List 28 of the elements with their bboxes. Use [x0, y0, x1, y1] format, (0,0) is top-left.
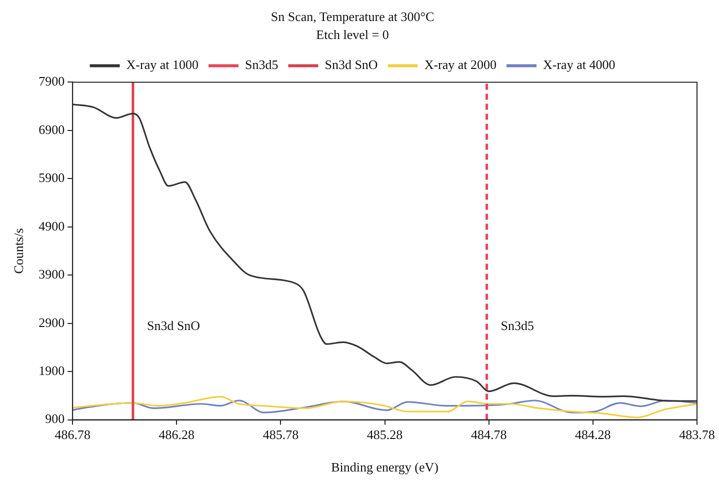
y-tick-label: 4900 — [38, 218, 65, 234]
chart-title: Sn Scan, Temperature at 300°C — [270, 9, 434, 24]
x-axis-title: Binding energy (eV) — [331, 460, 438, 475]
text: Sn3d SnO — [324, 57, 378, 72]
y-tick-label: 7900 — [38, 74, 65, 89]
y-tick-label: 5900 — [38, 170, 65, 186]
y-tick-label: 6900 — [38, 122, 65, 137]
x-tick-label: 484.78 — [470, 427, 507, 442]
ref-line-label: Sn3d5 — [500, 318, 534, 333]
y-tick-label: 900 — [45, 411, 65, 426]
ref-line-label: Sn3d SnO — [146, 318, 200, 333]
y-tick-label: 1900 — [38, 362, 65, 378]
x-tick-label: 485.78 — [262, 427, 299, 442]
legend-label: X-ray at 4000 — [543, 57, 616, 72]
y-tick-label: 3900 — [38, 266, 65, 282]
legend-label: X-ray at 1000 — [126, 57, 198, 72]
x-tick-label: 486.28 — [158, 427, 195, 442]
x-tick-label: 485.28 — [366, 427, 403, 442]
text: Sn3d5 — [244, 57, 278, 72]
line-series — [72, 400, 697, 414]
legend-label: X-ray at 2000 — [424, 57, 497, 72]
chart-subtitle: Etch level = 0 — [316, 26, 389, 42]
x-tick-label: 483.78 — [679, 427, 715, 442]
line-series — [72, 104, 697, 402]
y-tick-label: 2900 — [38, 314, 65, 330]
y-axis-title: Counts/s — [11, 228, 26, 274]
x-tick-label: 486.78 — [54, 427, 90, 442]
x-tick-label: 484.28 — [575, 427, 611, 442]
